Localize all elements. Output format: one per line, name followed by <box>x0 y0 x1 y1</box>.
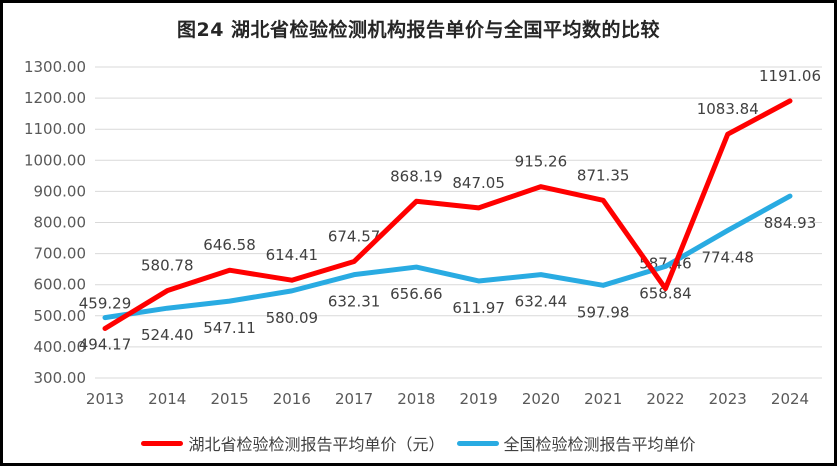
legend-item-hubei: 湖北省检验检测报告平均单价（元） <box>141 431 445 455</box>
national-data-label: 611.97 <box>452 299 505 317</box>
hubei-data-label: 847.05 <box>452 174 505 192</box>
national-data-label: 884.93 <box>764 214 817 232</box>
national-data-label: 632.31 <box>328 293 381 311</box>
x-tick-label: 2022 <box>646 390 684 408</box>
national-data-label: 494.17 <box>79 336 132 354</box>
x-tick-label: 2013 <box>86 390 124 408</box>
hubei-data-label: 674.57 <box>328 228 381 246</box>
y-tick-label: 1300.00 <box>24 58 86 76</box>
national-data-label: 524.40 <box>141 326 194 344</box>
legend-item-national: 全国检验检测报告平均单价 <box>456 431 696 455</box>
y-tick-label: 400.00 <box>34 338 87 356</box>
y-tick-label: 1100.00 <box>24 120 86 138</box>
hubei-data-label: 646.58 <box>203 236 256 254</box>
x-tick-label: 2015 <box>210 390 248 408</box>
national-data-label: 632.44 <box>515 293 568 311</box>
hubei-data-label: 868.19 <box>390 167 443 185</box>
national-data-label: 547.11 <box>203 319 256 337</box>
x-tick-label: 2017 <box>335 390 373 408</box>
y-tick-label: 1200.00 <box>24 89 86 107</box>
national-data-label: 658.84 <box>639 284 692 302</box>
line-chart: 1300.00 1200.00 1100.00 1000.00 900.00 800.00… <box>24 58 822 408</box>
y-tick-label: 300.00 <box>34 369 87 387</box>
y-tick-label: 800.00 <box>34 214 87 232</box>
hubei-data-label: 1083.84 <box>697 100 759 118</box>
x-tick-label: 2016 <box>273 390 311 408</box>
hubei-data-label: 614.41 <box>266 246 319 264</box>
hubei-data-label: 1191.06 <box>759 67 821 85</box>
x-tick-label: 2014 <box>148 390 186 408</box>
y-tick-label: 500.00 <box>34 307 87 325</box>
chart-title: 图24 湖北省检验检测机构报告单价与全国平均数的比较 <box>176 19 661 41</box>
legend: 湖北省检验检测报告平均单价（元） 全国检验检测报告平均单价 <box>3 431 834 455</box>
hubei-data-label: 580.78 <box>141 257 194 275</box>
hubei-data-label: 871.35 <box>577 166 630 184</box>
y-tick-label: 900.00 <box>34 182 87 200</box>
x-tick-label: 2021 <box>584 390 622 408</box>
national-data-label: 774.48 <box>701 248 754 266</box>
hubei-series-line <box>102 98 793 331</box>
x-tick-label: 2023 <box>709 390 747 408</box>
x-tick-label: 2019 <box>460 390 498 408</box>
national-data-label: 580.09 <box>266 309 319 327</box>
y-tick-label: 1000.00 <box>24 151 86 169</box>
y-tick-label: 700.00 <box>34 245 87 263</box>
hubei-data-label: 459.29 <box>79 294 132 312</box>
x-tick-label: 2020 <box>522 390 560 408</box>
hubei-data-label: 915.26 <box>515 153 568 171</box>
hubei-line-swatch <box>141 440 184 446</box>
national-data-label: 656.66 <box>390 285 443 303</box>
x-tick-label: 2018 <box>397 390 435 408</box>
national-line-swatch <box>456 440 499 446</box>
x-tick-label: 2024 <box>771 390 809 408</box>
y-tick-label: 600.00 <box>34 276 87 294</box>
national-data-label: 597.98 <box>577 303 630 321</box>
legend-label-national: 全国检验检测报告平均单价 <box>503 435 696 454</box>
legend-label-hubei: 湖北省检验检测报告平均单价（元） <box>188 435 445 454</box>
